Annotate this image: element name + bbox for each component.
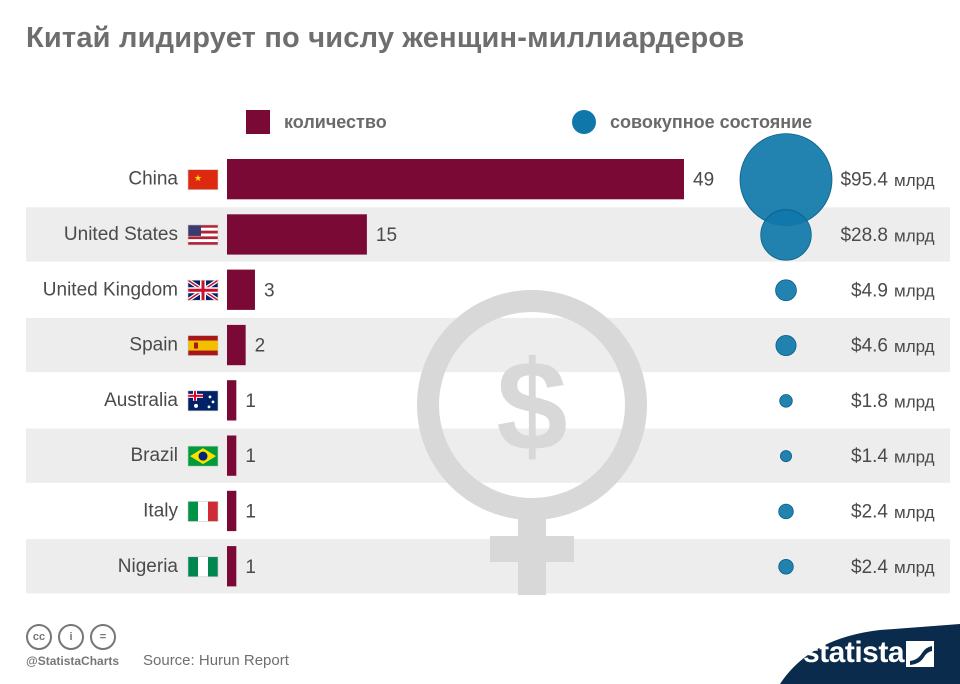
wealth-bubble <box>775 335 797 357</box>
legend-wealth-swatch <box>572 110 596 134</box>
source-note: Source: Hurun Report <box>143 652 289 669</box>
bar-value-label: 1 <box>245 391 256 412</box>
category-label: China <box>128 169 178 190</box>
wealth-unit-label: млрд <box>894 337 935 356</box>
wealth-value-label: $2.4 <box>851 557 888 578</box>
wealth-unit-label: млрд <box>894 226 935 245</box>
wealth-bubble <box>778 503 794 520</box>
wealth-unit-label: млрд <box>894 171 935 190</box>
bar <box>227 269 255 310</box>
bar <box>227 324 246 366</box>
bar-value-label: 3 <box>264 280 275 301</box>
italy-flag-icon <box>187 501 219 522</box>
category-label: United Kingdom <box>43 279 178 300</box>
bar <box>227 159 684 200</box>
statista-logo-icon <box>906 641 934 667</box>
svg-text:★: ★ <box>194 174 202 184</box>
legend-count: количество <box>246 110 387 134</box>
wealth-value-label: $95.4 <box>840 170 888 191</box>
chart-title: Китай лидирует по числу женщин-миллиарде… <box>26 22 745 54</box>
legend-wealth-label: совокупное состояние <box>610 111 813 132</box>
wealth-unit-label: млрд <box>894 392 935 411</box>
no-derivatives-icon: = <box>90 624 116 650</box>
bar <box>227 490 237 532</box>
wealth-unit-label: млрд <box>894 282 935 301</box>
category-label: Spain <box>129 335 178 356</box>
wealth-value-label: $28.8 <box>840 225 888 246</box>
wealth-unit-label: млрд <box>894 503 935 522</box>
chart-area: $ China ★ 49 $95.4 млрд United States 15 $28.8 м… <box>26 133 950 595</box>
chart-row: United States 15 $28.8 млрд <box>64 209 935 261</box>
legend-count-label: количество <box>284 111 387 132</box>
bar-value-label: 49 <box>693 170 714 191</box>
wealth-bubble <box>780 450 792 463</box>
chart-row: United Kingdom 3 $4.9 млрд <box>43 269 935 310</box>
wealth-value-label: $1.4 <box>851 446 888 467</box>
chart-row: Brazil 1 $1.4 млрд <box>130 435 935 476</box>
row-band <box>26 539 950 594</box>
female-dollar-watermark-icon: $ <box>417 290 647 595</box>
united-kingdom-flag-icon <box>186 278 220 302</box>
category-label: Italy <box>143 500 178 521</box>
bar-value-label: 2 <box>255 336 266 357</box>
wealth-value-label: $2.4 <box>851 501 888 522</box>
bar <box>227 380 237 421</box>
wealth-bubble <box>778 559 794 575</box>
chart-row: Spain 2 $4.6 млрд <box>129 324 935 366</box>
bar-value-label: 1 <box>245 557 256 578</box>
chart-row: Australia 1 $1.8 млрд <box>104 380 935 421</box>
spain-flag-icon <box>187 335 219 356</box>
brand-band <box>780 624 960 684</box>
wealth-bubble <box>760 209 812 261</box>
row-bands <box>26 207 950 594</box>
bar <box>227 546 237 587</box>
legend-count-swatch <box>246 110 270 134</box>
wealth-value-label: $1.8 <box>851 391 888 412</box>
chart-row: China ★ 49 $95.4 млрд <box>128 133 935 227</box>
twitter-handle[interactable]: @StatistaCharts <box>26 654 120 668</box>
category-label: Nigeria <box>118 556 179 577</box>
brazil-flag-icon <box>187 445 219 467</box>
license-icons: cc i = <box>26 624 116 650</box>
category-label: United States <box>64 224 178 245</box>
wealth-value-label: $4.6 <box>851 336 888 357</box>
svg-text:$: $ <box>496 335 567 478</box>
bar <box>227 214 367 255</box>
bar-value-label: 1 <box>245 501 256 522</box>
wealth-value-label: $4.9 <box>851 280 888 301</box>
chart-row: Italy 1 $2.4 млрд <box>143 490 935 532</box>
category-label: Brazil <box>130 445 178 466</box>
wealth-bubble <box>779 394 793 408</box>
wealth-unit-label: млрд <box>894 448 935 467</box>
legend-wealth: совокупное состояние <box>572 110 812 134</box>
nigeria-flag-icon <box>187 556 219 578</box>
bar <box>227 435 237 476</box>
bar-value-label: 1 <box>245 446 256 467</box>
statista-logo[interactable]: statista <box>803 636 905 669</box>
row-band <box>26 428 950 483</box>
category-label: Australia <box>104 390 178 411</box>
wealth-unit-label: млрд <box>894 558 935 577</box>
australia-flag-icon <box>187 390 219 412</box>
united-states-flag-icon <box>187 224 219 246</box>
china-flag-icon: ★ <box>187 169 219 190</box>
chart-row: Nigeria 1 $2.4 млрд <box>118 546 935 587</box>
creative-commons-icon: cc <box>26 624 52 650</box>
bar-value-label: 15 <box>376 225 397 246</box>
wealth-bubble <box>775 279 797 302</box>
attribution-icon: i <box>58 624 84 650</box>
